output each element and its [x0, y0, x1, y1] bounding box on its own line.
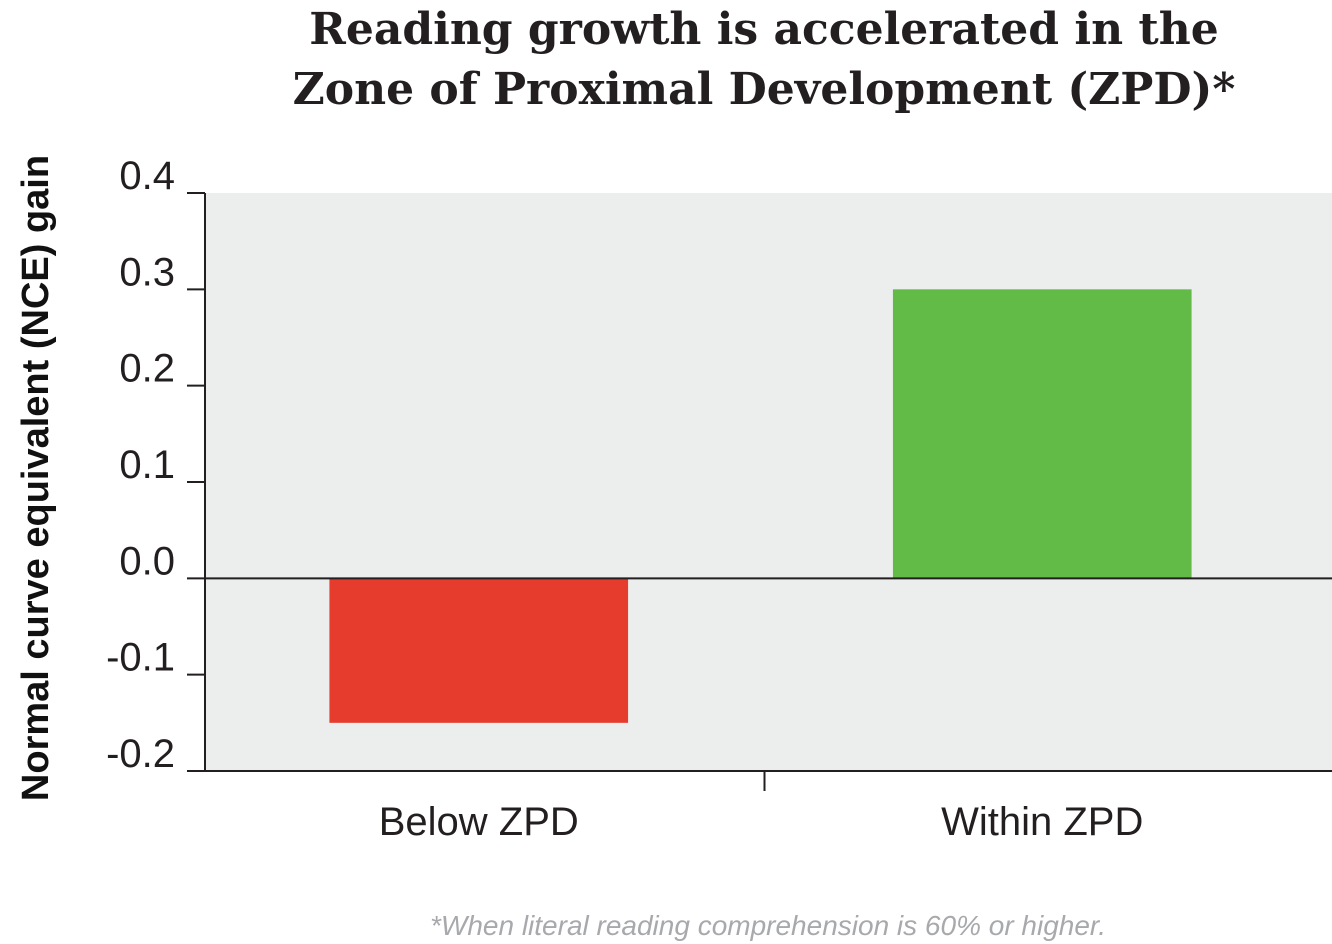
y-tick-label: 0.3: [119, 250, 175, 294]
y-tick-label: 0.4: [119, 154, 175, 198]
y-axis-label: Normal curve equivalent (NCE) gain: [15, 155, 57, 801]
y-tick-label: 0.1: [119, 443, 175, 487]
y-tick-label: -0.2: [106, 732, 175, 776]
x-category-label: Within ZPD: [941, 800, 1143, 844]
chart-title-line-2: Zone of Proximal Development (ZPD)*: [293, 64, 1236, 115]
bars: [329, 289, 1192, 723]
y-tick-label: -0.1: [106, 636, 175, 680]
y-axis-ticks: 0.4 0.3 0.2 0.1 0.0 -0.1 -0.2: [106, 154, 205, 776]
bar-within-zpd: [892, 289, 1192, 579]
footnote: *When literal reading comprehension is 6…: [430, 910, 1106, 941]
x-axis-labels: Below ZPD Within ZPD: [379, 800, 1144, 844]
bar-below-zpd: [329, 578, 629, 723]
chart-title: Reading growth is accelerated in the Zon…: [293, 4, 1236, 115]
x-category-label: Below ZPD: [379, 800, 579, 844]
chart-title-line-1: Reading growth is accelerated in the: [309, 4, 1218, 55]
y-tick-label: 0.0: [119, 539, 175, 583]
y-tick-label: 0.2: [119, 347, 175, 391]
